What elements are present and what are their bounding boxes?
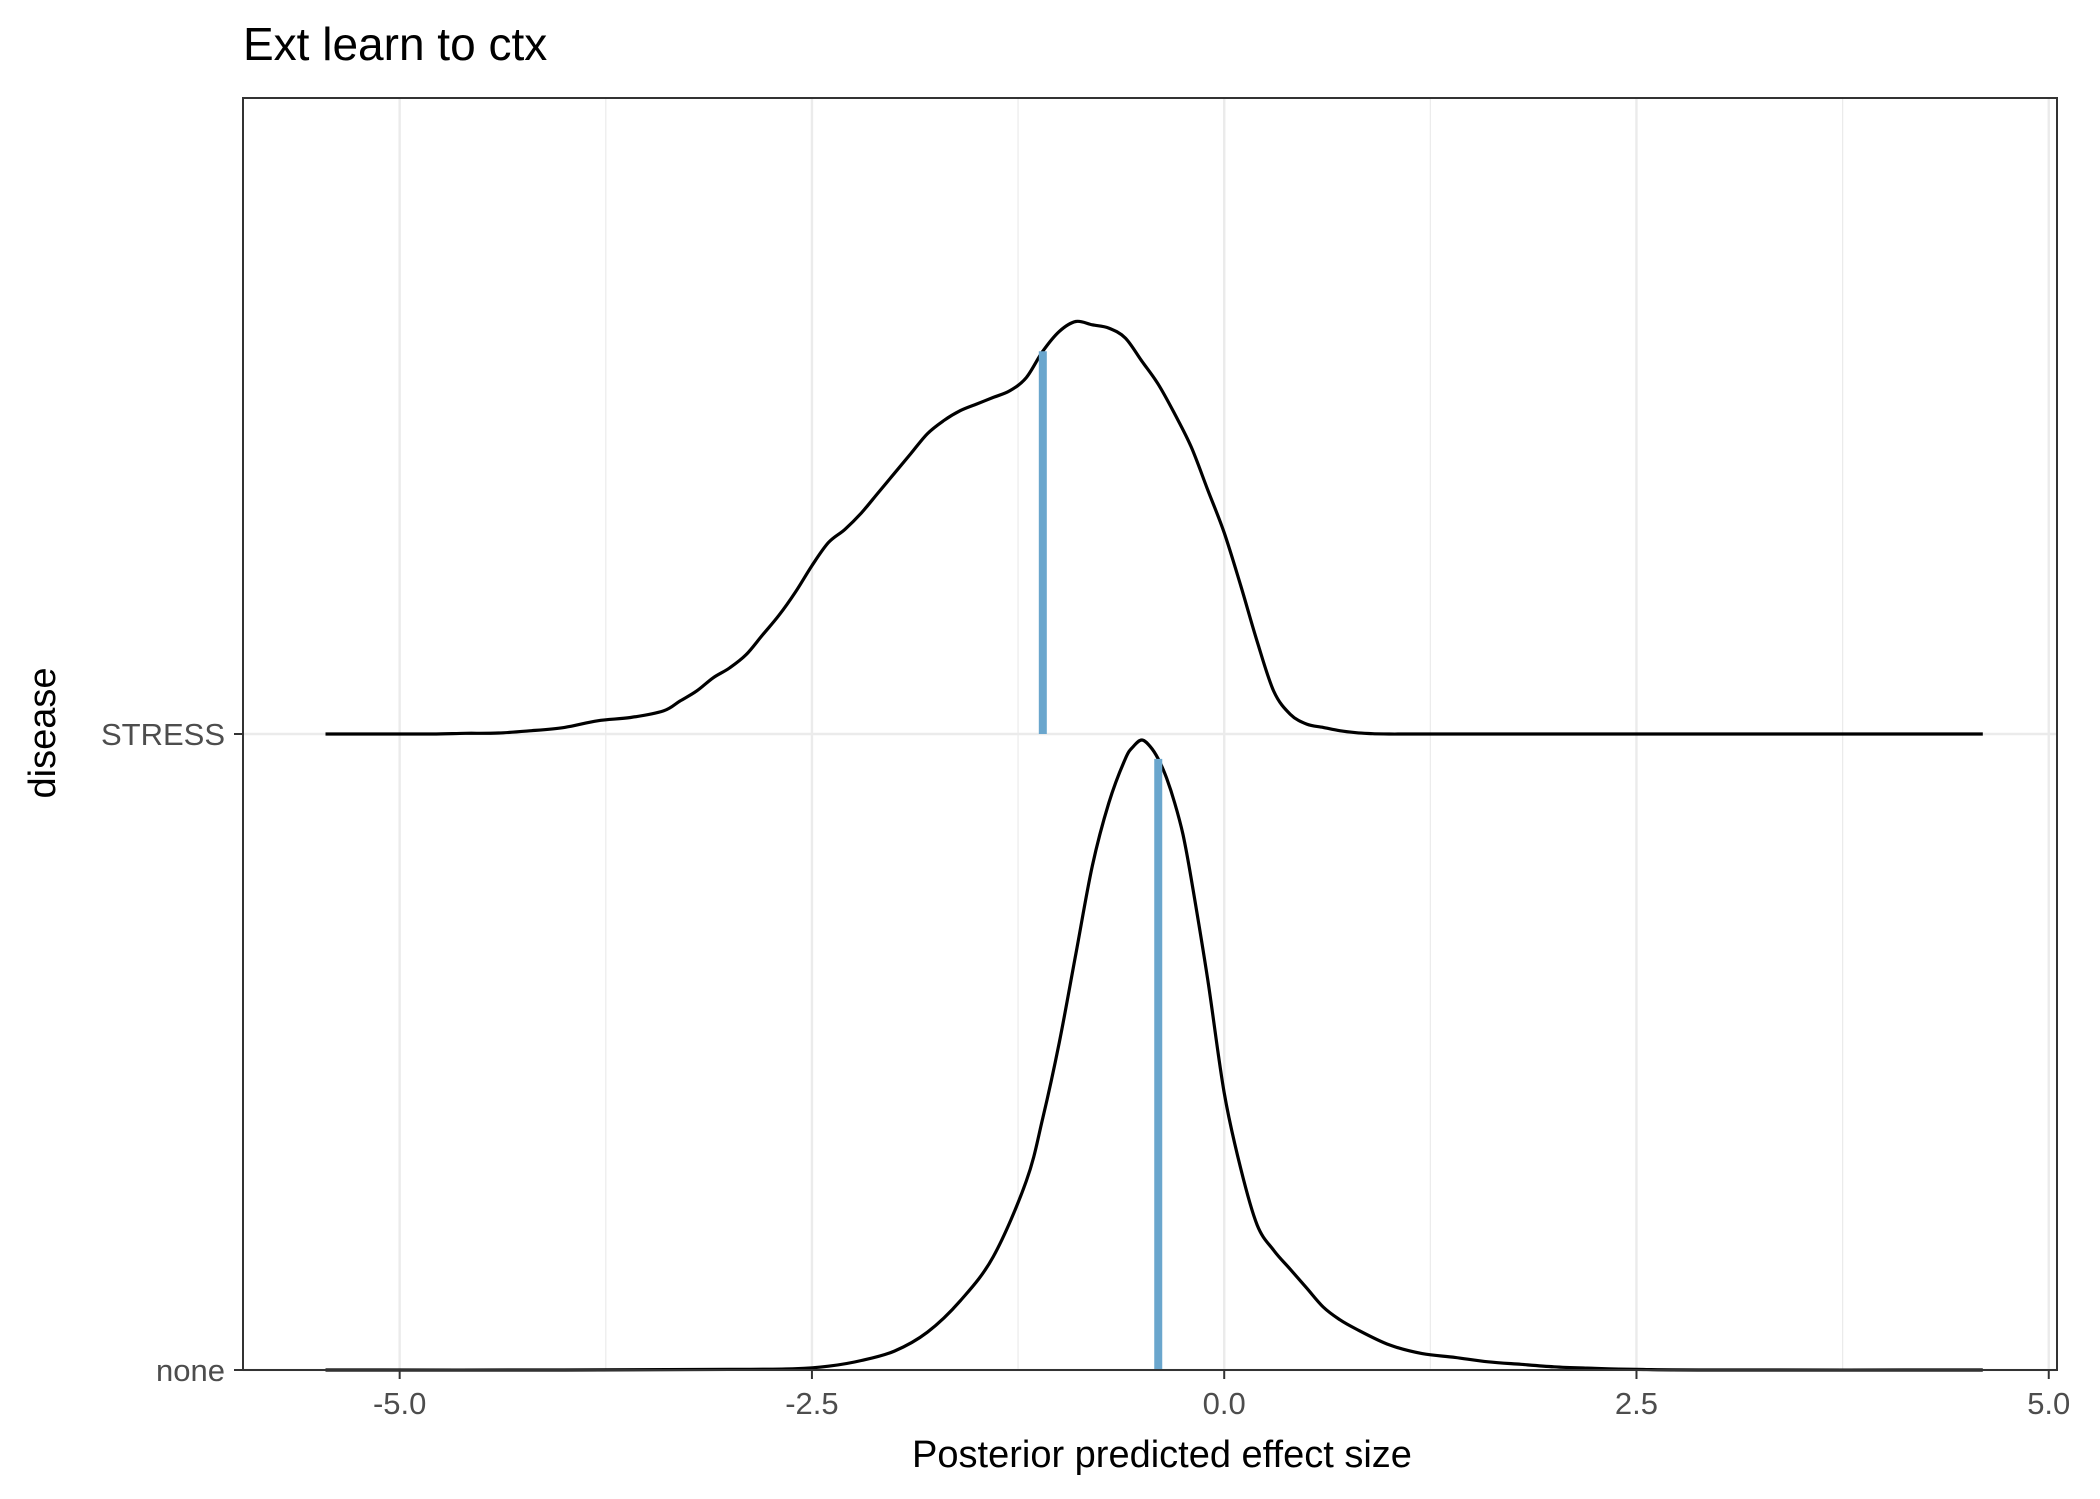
median-lines bbox=[1038, 351, 1163, 1370]
x-tick-label: 2.5 bbox=[1615, 1386, 1658, 1421]
x-tick-label: 0.0 bbox=[1203, 1386, 1246, 1421]
y-tick-label: none bbox=[156, 1353, 225, 1388]
y-axis: none STRESS bbox=[101, 717, 243, 1388]
x-tick-label: -5.0 bbox=[373, 1386, 426, 1421]
x-axis-title: Posterior predicted effect size bbox=[912, 1434, 1412, 1476]
y-tick-label: STRESS bbox=[101, 717, 225, 752]
y-axis-title: disease bbox=[22, 668, 64, 799]
chart-title: Ext learn to ctx bbox=[243, 18, 547, 70]
density-curve-none bbox=[325, 738, 1983, 1372]
density-curve-stress bbox=[325, 319, 1983, 736]
x-tick-label: 5.0 bbox=[2027, 1386, 2070, 1421]
x-tick-label: -2.5 bbox=[785, 1386, 838, 1421]
density-curves bbox=[325, 319, 1983, 1372]
x-axis: -5.0 -2.5 0.0 2.5 5.0 bbox=[373, 1370, 2070, 1421]
